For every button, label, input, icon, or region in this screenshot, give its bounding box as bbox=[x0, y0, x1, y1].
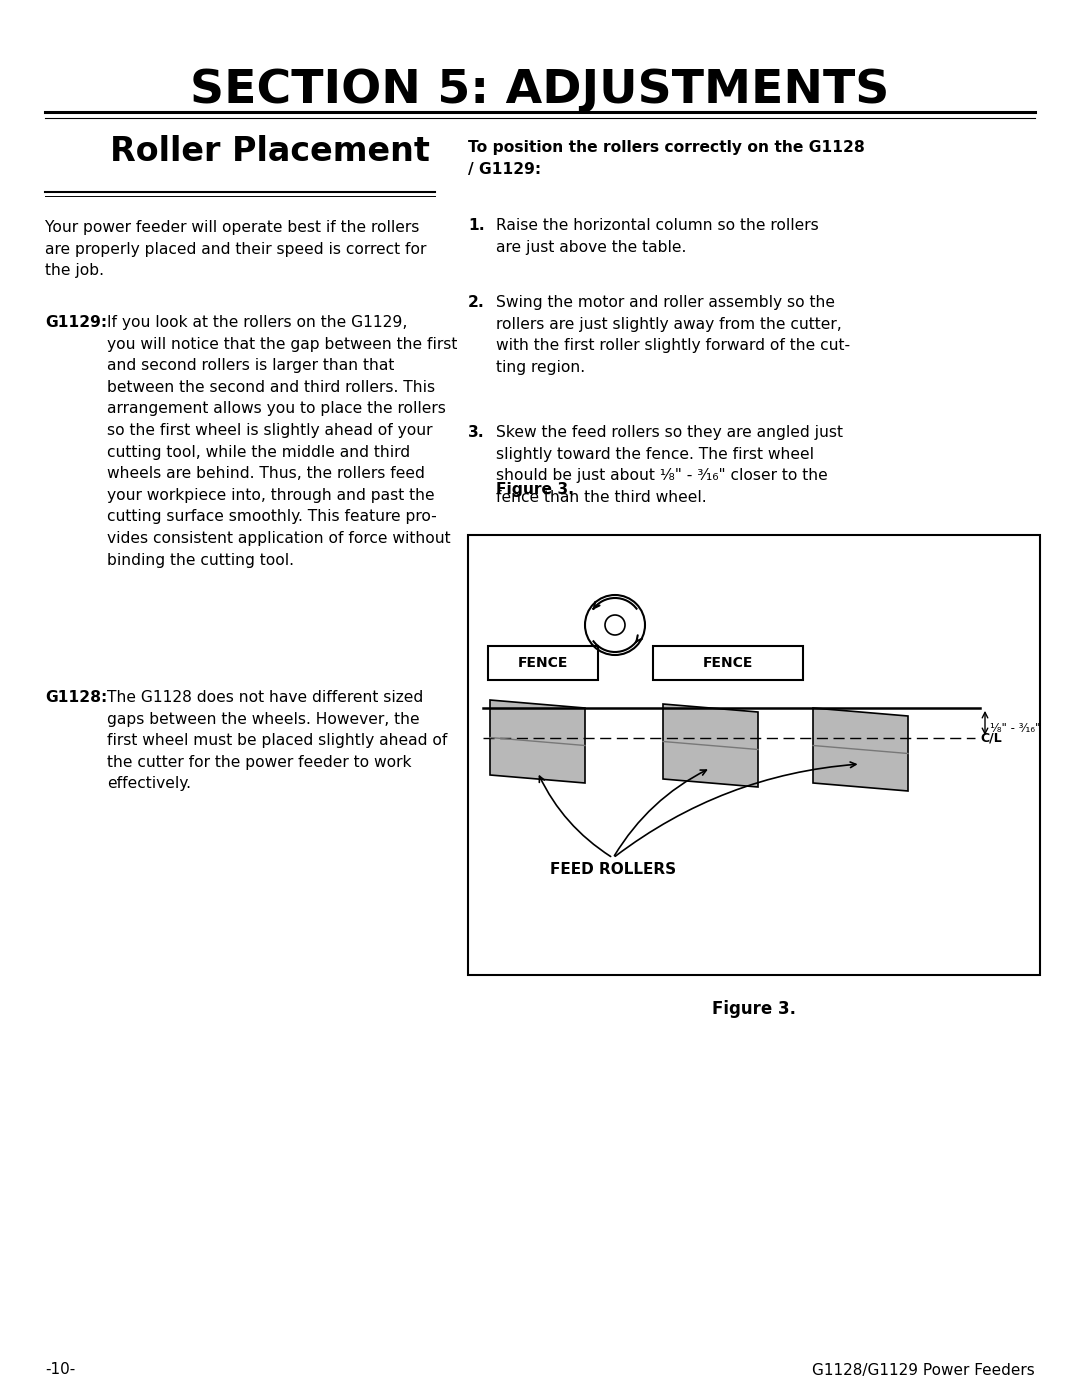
Text: ¹⁄₈" - ³⁄₁₆": ¹⁄₈" - ³⁄₁₆" bbox=[990, 721, 1040, 735]
Text: If you look at the rollers on the G1129,
you will notice that the gap between th: If you look at the rollers on the G1129,… bbox=[107, 314, 457, 567]
Text: FENCE: FENCE bbox=[703, 657, 753, 671]
Text: Figure 3.: Figure 3. bbox=[712, 1000, 796, 1018]
Polygon shape bbox=[663, 704, 758, 787]
Text: Swing the motor and roller assembly so the
rollers are just slightly away from t: Swing the motor and roller assembly so t… bbox=[496, 295, 850, 374]
Text: Raise the horizontal column so the rollers
are just above the table.: Raise the horizontal column so the rolle… bbox=[496, 218, 819, 254]
Text: SECTION 5: ADJUSTMENTS: SECTION 5: ADJUSTMENTS bbox=[190, 68, 890, 113]
Text: 3.: 3. bbox=[468, 425, 485, 440]
Text: Your power feeder will operate best if the rollers
are properly placed and their: Your power feeder will operate best if t… bbox=[45, 219, 427, 278]
Bar bbox=[468, 535, 1040, 975]
Text: G1128:: G1128: bbox=[45, 690, 107, 705]
Text: Roller Placement: Roller Placement bbox=[110, 136, 430, 168]
Text: FENCE: FENCE bbox=[517, 657, 568, 671]
Text: 1.: 1. bbox=[468, 218, 485, 233]
Text: Skew the feed rollers so they are angled just
slightly toward the fence. The fir: Skew the feed rollers so they are angled… bbox=[496, 425, 843, 504]
Text: FEED ROLLERS: FEED ROLLERS bbox=[550, 862, 676, 877]
Text: G1128/G1129 Power Feeders: G1128/G1129 Power Feeders bbox=[812, 1362, 1035, 1377]
Bar bbox=[488, 645, 598, 680]
Bar bbox=[653, 645, 804, 680]
Text: 2.: 2. bbox=[468, 295, 485, 310]
Text: -10-: -10- bbox=[45, 1362, 76, 1377]
Polygon shape bbox=[490, 700, 585, 782]
Text: G1129:: G1129: bbox=[45, 314, 107, 330]
Text: To position the rollers correctly on the G1128
/ G1129:: To position the rollers correctly on the… bbox=[468, 140, 865, 176]
Polygon shape bbox=[813, 708, 908, 791]
Text: Figure 3.: Figure 3. bbox=[496, 482, 575, 497]
Text: The G1128 does not have different sized
gaps between the wheels. However, the
fi: The G1128 does not have different sized … bbox=[107, 690, 447, 791]
Text: C/L: C/L bbox=[980, 732, 1002, 745]
